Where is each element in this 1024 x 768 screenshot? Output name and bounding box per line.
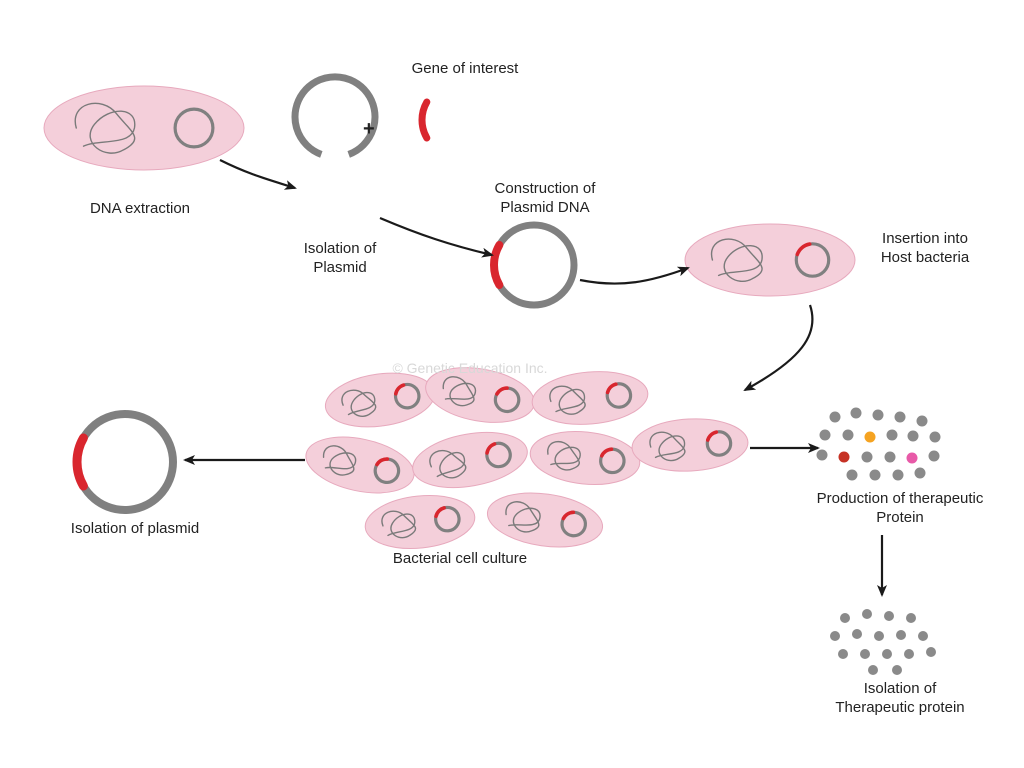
label-insertion-host: Insertion into Host bacteria — [845, 230, 1005, 268]
label-dna-extraction: DNA extraction — [60, 200, 220, 219]
label-isolation-plasmid-left: Isolation of plasmid — [45, 520, 225, 539]
label-production-protein: Production of therapeutic Protein — [790, 490, 1010, 528]
watermark-text: © Genetic Education Inc. — [370, 360, 570, 376]
plus-symbol: + — [363, 118, 375, 141]
label-construction: Construction of Plasmid DNA — [465, 180, 625, 218]
label-isolation-protein: Isolation of Therapeutic protein — [800, 680, 1000, 718]
label-isolation-plasmid-top: Isolation of Plasmid — [280, 240, 400, 278]
svg-layer — [0, 0, 1024, 768]
label-gene-of-interest: Gene of interest — [380, 60, 550, 79]
label-bacterial-culture: Bacterial cell culture — [360, 550, 560, 569]
diagram-stage: + DNA extraction Gene of interest Isolat… — [0, 0, 1024, 768]
